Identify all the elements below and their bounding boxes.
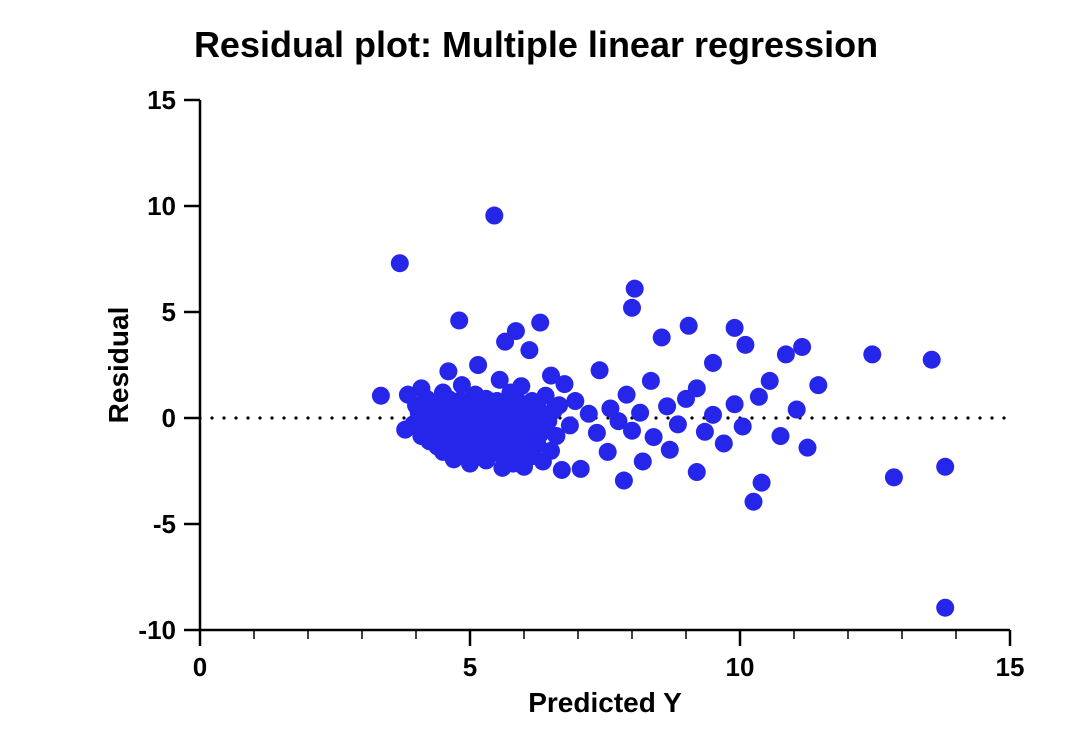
data-point xyxy=(696,423,714,441)
data-point xyxy=(936,599,954,617)
data-point xyxy=(391,254,409,272)
y-tick-label: -5 xyxy=(153,509,176,539)
x-tick-label: 5 xyxy=(463,652,477,682)
data-point xyxy=(669,415,687,433)
data-point xyxy=(726,319,744,337)
x-tick-label: 0 xyxy=(193,652,207,682)
data-point xyxy=(653,328,671,346)
data-point xyxy=(688,463,706,481)
data-point xyxy=(507,322,525,340)
data-point xyxy=(799,439,817,457)
data-point xyxy=(634,452,652,470)
data-point xyxy=(753,474,771,492)
data-point xyxy=(566,392,584,410)
data-point xyxy=(512,377,530,395)
data-point xyxy=(680,317,698,335)
data-point xyxy=(688,379,706,397)
x-tick-label: 10 xyxy=(726,652,755,682)
data-point xyxy=(615,472,633,490)
data-point xyxy=(936,458,954,476)
data-point xyxy=(631,404,649,422)
data-point xyxy=(645,428,663,446)
data-point xyxy=(618,386,636,404)
scatter-points xyxy=(372,207,954,617)
data-point xyxy=(809,376,827,394)
data-point xyxy=(745,493,763,511)
y-tick-label: 15 xyxy=(147,85,176,115)
data-point xyxy=(626,280,644,298)
data-point xyxy=(580,405,598,423)
data-point xyxy=(439,362,457,380)
data-point xyxy=(715,434,733,452)
y-axis-label: Residual xyxy=(103,307,134,424)
data-point xyxy=(885,468,903,486)
data-point xyxy=(556,375,574,393)
data-point xyxy=(469,356,487,374)
data-point xyxy=(550,396,568,414)
data-point xyxy=(793,338,811,356)
data-point xyxy=(704,354,722,372)
data-point xyxy=(726,395,744,413)
chart-container: Residual plot: Multiple linear regressio… xyxy=(0,0,1072,742)
data-point xyxy=(623,422,641,440)
data-point xyxy=(450,311,468,329)
data-point xyxy=(588,424,606,442)
data-point xyxy=(599,443,617,461)
data-point xyxy=(591,361,609,379)
data-point xyxy=(761,372,779,390)
y-tick-label: 10 xyxy=(147,191,176,221)
y-tick-label: 5 xyxy=(162,297,176,327)
data-point xyxy=(372,387,390,405)
data-point xyxy=(772,427,790,445)
chart-svg: 0 5 10 15 Predicted Y -10 -5 0 5 10 15 Residual xyxy=(0,0,1072,742)
data-point xyxy=(704,406,722,424)
data-point xyxy=(553,461,571,479)
y-tick-label: -10 xyxy=(138,615,176,645)
data-point xyxy=(923,351,941,369)
data-point xyxy=(561,416,579,434)
data-point xyxy=(485,207,503,225)
data-point xyxy=(658,397,676,415)
x-tick-label: 15 xyxy=(996,652,1025,682)
x-axis-label: Predicted Y xyxy=(528,687,682,718)
data-point xyxy=(863,345,881,363)
data-point xyxy=(750,388,768,406)
data-point xyxy=(777,345,795,363)
data-point xyxy=(520,341,538,359)
y-tick-label: 0 xyxy=(162,403,176,433)
data-point xyxy=(642,372,660,390)
data-point xyxy=(734,417,752,435)
data-point xyxy=(531,314,549,332)
zero-line xyxy=(198,416,1005,419)
data-point xyxy=(736,336,754,354)
data-point xyxy=(661,441,679,459)
data-point xyxy=(788,401,806,419)
data-point xyxy=(572,460,590,478)
data-point xyxy=(623,299,641,317)
